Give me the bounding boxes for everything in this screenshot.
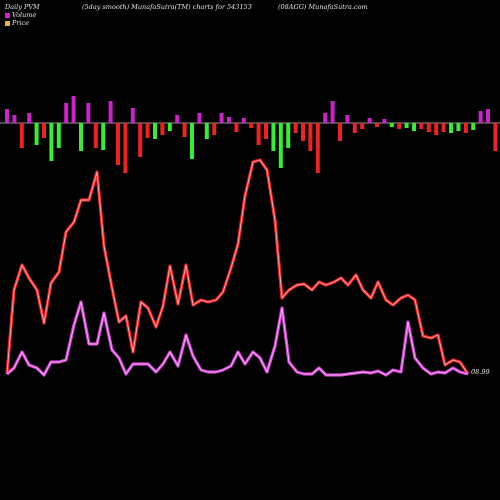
- volume-bar: [278, 123, 283, 168]
- volume-bar: [5, 109, 9, 123]
- volume-bar: [345, 115, 350, 123]
- volume-bar: [190, 123, 194, 159]
- volume-bar: [227, 117, 231, 123]
- volume-bar: [145, 123, 150, 138]
- volume-bar: [330, 101, 335, 123]
- volume-bar: [352, 123, 357, 133]
- volume-bar: [397, 123, 402, 129]
- chart-header-center-a: (5day smooth) MunafaSutra(TM) charts for…: [82, 3, 252, 11]
- chart-header-center-b: (08AGG) MunafaSutra.com: [278, 3, 368, 11]
- volume-bar: [167, 123, 172, 131]
- volume-bar: [449, 123, 453, 133]
- legend-price-label: Price: [12, 19, 30, 27]
- volume-bar: [286, 123, 291, 148]
- volume-bar: [426, 123, 431, 132]
- chart-header-left: Daily PVM: [5, 3, 40, 11]
- volume-bar: [42, 123, 46, 138]
- volume-bar: [234, 123, 239, 132]
- volume-bar: [71, 96, 76, 123]
- volume-bar: [486, 109, 490, 123]
- volume-bar: [182, 123, 187, 137]
- volume-line: [5, 300, 469, 377]
- volume-bar: [456, 123, 461, 131]
- volume-bar: [56, 123, 61, 148]
- legend-price-swatch: [5, 20, 10, 26]
- volume-bar: [93, 123, 98, 148]
- volume-bar: [79, 123, 83, 151]
- volume-bar: [123, 123, 128, 173]
- volume-bar: [478, 111, 483, 123]
- series-lines: [5, 158, 470, 377]
- volume-line-highlight: [6, 301, 469, 376]
- volume-bar: [308, 123, 313, 151]
- volume-bar: [315, 123, 320, 173]
- legend-price: Price: [5, 19, 29, 27]
- volume-bar: [153, 123, 157, 139]
- volume-bar: [197, 113, 202, 123]
- volume-bar: [130, 108, 135, 123]
- volume-bar: [493, 123, 498, 151]
- volume-bar: [360, 123, 365, 129]
- volume-bar: [463, 123, 468, 133]
- volume-bar: [375, 123, 379, 127]
- volume-bar: [138, 123, 143, 157]
- volume-bar: [64, 103, 69, 123]
- volume-bar: [116, 123, 120, 165]
- end-value-label: 08.99: [471, 368, 490, 376]
- volume-bar: [12, 115, 17, 123]
- volume-bar: [34, 123, 39, 145]
- volume-bar: [204, 123, 209, 139]
- volume-bar: [441, 123, 446, 132]
- volume-bar: [382, 119, 387, 123]
- volume-bars: [5, 96, 498, 173]
- legend-volume-label: Volume: [12, 11, 37, 19]
- volume-bar: [323, 113, 328, 123]
- volume-bar: [389, 123, 394, 127]
- volume-bar: [49, 123, 54, 161]
- volume-bar: [249, 123, 254, 128]
- volume-bar: [271, 123, 276, 151]
- legend-volume: Volume: [5, 11, 36, 19]
- volume-bar: [108, 101, 113, 123]
- volume-bar: [27, 113, 32, 123]
- volume-bar: [367, 118, 372, 123]
- volume-bar: [19, 123, 24, 148]
- volume-bar: [86, 103, 91, 123]
- volume-bar: [412, 123, 416, 131]
- volume-bar: [175, 115, 180, 123]
- volume-bar: [101, 123, 106, 150]
- volume-bar: [241, 118, 246, 123]
- volume-bar: [212, 123, 217, 135]
- volume-bar: [419, 123, 424, 129]
- volume-bar: [293, 123, 298, 133]
- volume-bar: [338, 123, 342, 141]
- volume-bar: [264, 123, 268, 139]
- volume-bar: [219, 113, 224, 123]
- volume-bar: [404, 123, 409, 128]
- volume-bar: [256, 123, 261, 145]
- volume-bar: [434, 123, 439, 135]
- volume-bar: [471, 123, 476, 130]
- legend-volume-swatch: [5, 12, 10, 18]
- price-line-highlight: [6, 159, 469, 375]
- price-line: [5, 158, 470, 375]
- volume-bar: [301, 123, 305, 141]
- volume-bar: [160, 123, 165, 135]
